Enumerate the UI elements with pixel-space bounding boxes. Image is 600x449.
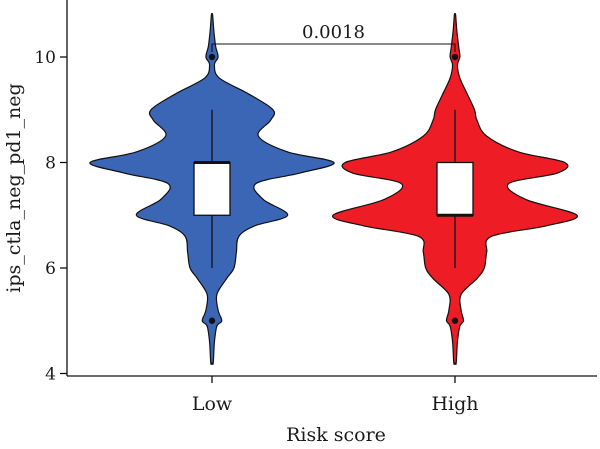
y-axis-title: ips_ctla_neg_pd1_neg (3, 83, 25, 292)
x-tick-label-low: Low (192, 393, 233, 415)
p-value-label: 0.0018 (302, 22, 365, 43)
outlier-point-low (208, 317, 216, 324)
violins-layer (89, 13, 578, 366)
box-low (193, 161, 231, 216)
y-tick-label: 8 (45, 154, 56, 174)
y-tick-label: 10 (34, 48, 56, 68)
outlier-point-high (451, 317, 459, 324)
y-tick-label: 6 (45, 259, 56, 279)
axes-layer: 4 6 8 10 Low High (34, 0, 597, 415)
outlier-point-low (208, 53, 216, 61)
boxplots-layer (193, 53, 474, 324)
comparison-line (211, 43, 456, 52)
x-axis-title: Risk score (286, 424, 386, 446)
comparison-bracket: 0.0018 (211, 22, 456, 52)
box-high (436, 161, 474, 216)
outlier-point-high (451, 53, 459, 61)
y-tick-label: 4 (45, 365, 56, 385)
x-tick-label-high: High (431, 393, 478, 415)
